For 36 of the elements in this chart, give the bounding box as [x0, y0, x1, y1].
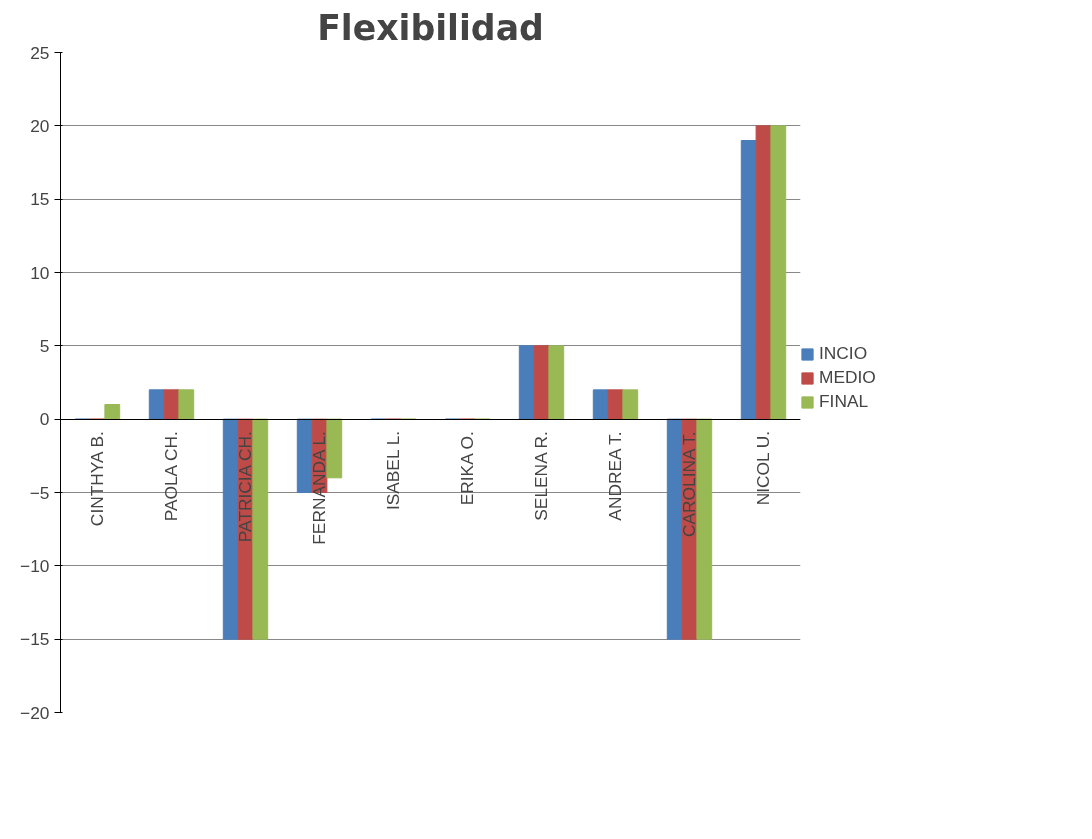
y-tick-label: 20: [30, 115, 50, 136]
y-tick-label: −10: [20, 555, 50, 576]
bar: [252, 418, 269, 640]
bar: [622, 389, 639, 420]
bar: [607, 389, 624, 420]
x-tick-label: CAROLINA T.: [679, 431, 700, 538]
legend-label: MEDIO: [819, 367, 876, 388]
x-tick-label: FERNANDA L.: [309, 431, 330, 545]
x-tick-label: ANDREA T.: [605, 431, 626, 521]
legend-label: INCIO: [819, 343, 868, 364]
bar: [548, 345, 565, 420]
y-tick-label: 5: [39, 335, 50, 356]
bar: [533, 345, 550, 420]
bar: [163, 389, 180, 420]
chart-title: Flexibilidad: [317, 7, 544, 48]
bar: [178, 389, 195, 420]
x-tick-label: NICOL U.: [753, 430, 774, 506]
x-tick-label: CINTHYA B.: [87, 431, 108, 527]
x-tick-label: PATRICIA CH.: [235, 431, 256, 543]
x-tick-label: SELENA R.: [531, 431, 552, 521]
x-tick-label: PAOLA CH.: [161, 431, 182, 522]
legend-label: FINAL: [819, 391, 869, 412]
y-tick-label: 10: [30, 262, 50, 283]
bar: [104, 404, 121, 420]
bar: [326, 418, 343, 479]
bar: [755, 125, 772, 420]
y-tick-label: −15: [20, 629, 50, 650]
y-tick-label: −5: [29, 482, 50, 503]
y-tick-label: 0: [39, 409, 50, 430]
x-tick-label: ISABEL L.: [383, 430, 404, 511]
bar: [770, 125, 787, 420]
x-tick-label: ERIKA O.: [457, 431, 478, 506]
bar: [696, 418, 713, 640]
y-tick-label: 25: [30, 42, 50, 63]
y-tick-label: 15: [30, 189, 50, 210]
y-tick-label: −20: [20, 702, 50, 723]
